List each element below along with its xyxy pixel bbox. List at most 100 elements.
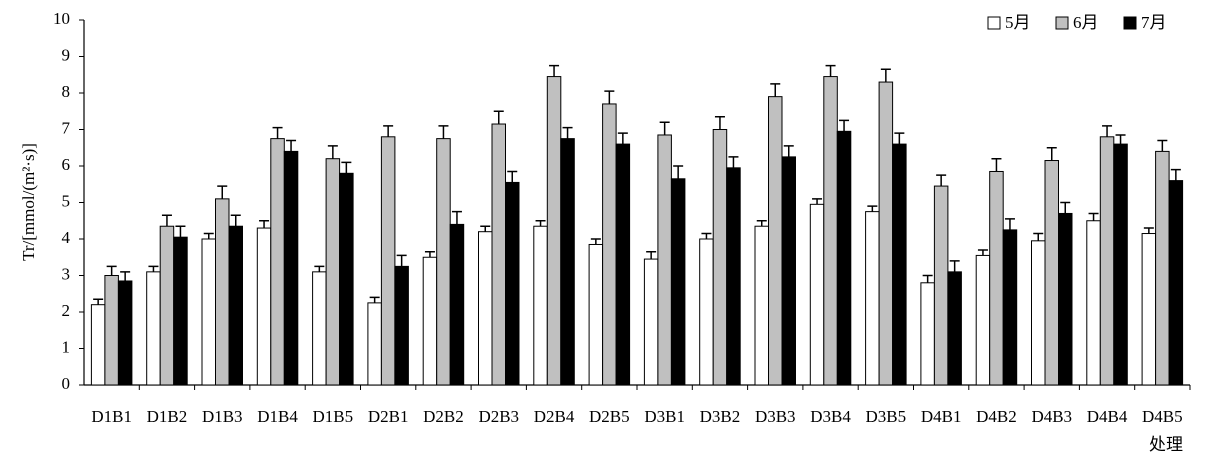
error-bar bbox=[203, 232, 214, 239]
y-axis-label: Tr/[mmol/(m²·s)] bbox=[19, 143, 38, 261]
x-tick-label: D4B3 bbox=[1031, 407, 1072, 426]
error-bar bbox=[451, 210, 462, 225]
error-bar bbox=[327, 145, 338, 159]
error-bar bbox=[701, 232, 712, 239]
error-bar bbox=[396, 254, 407, 267]
legend-label: 7月 bbox=[1141, 13, 1167, 32]
bar bbox=[560, 138, 575, 386]
bar bbox=[159, 225, 175, 386]
error-bar bbox=[1046, 147, 1057, 161]
y-tick-label: 4 bbox=[62, 228, 71, 247]
x-tick-label: D2B5 bbox=[589, 407, 630, 426]
bar bbox=[146, 271, 161, 386]
x-tick-label: D1B1 bbox=[91, 407, 132, 426]
error-bar bbox=[783, 145, 794, 157]
error-bar bbox=[880, 68, 891, 83]
error-bar bbox=[272, 126, 283, 139]
bar bbox=[1058, 212, 1073, 386]
error-bar bbox=[217, 185, 228, 199]
bar bbox=[823, 76, 838, 386]
y-tick-label: 2 bbox=[62, 301, 71, 320]
legend-label: 5月 bbox=[1005, 13, 1031, 32]
error-bar bbox=[369, 296, 380, 303]
y-tick-label: 5 bbox=[62, 191, 71, 210]
bar bbox=[920, 282, 935, 386]
error-bar bbox=[314, 265, 325, 272]
error-bar bbox=[1115, 134, 1126, 145]
bar bbox=[491, 123, 506, 386]
error-bar bbox=[977, 249, 988, 256]
x-tick-label: D3B2 bbox=[700, 407, 741, 426]
bar bbox=[117, 280, 133, 386]
error-bar bbox=[480, 225, 491, 232]
bar bbox=[1113, 143, 1128, 386]
x-tick-label: D1B2 bbox=[147, 407, 188, 426]
error-bar bbox=[161, 214, 172, 227]
error-bar bbox=[812, 198, 823, 205]
bar bbox=[643, 258, 659, 386]
bar bbox=[270, 138, 285, 386]
bar bbox=[312, 271, 327, 386]
x-tick-label: D4B4 bbox=[1087, 407, 1128, 426]
error-bar bbox=[230, 214, 241, 227]
error-bar bbox=[604, 90, 615, 104]
bar bbox=[602, 103, 617, 386]
x-tick-label: D3B5 bbox=[866, 407, 907, 426]
x-tick-label: D3B4 bbox=[810, 407, 851, 426]
error-bar bbox=[341, 161, 352, 174]
error-bar bbox=[756, 220, 767, 227]
error-bar bbox=[1102, 125, 1113, 137]
error-bar bbox=[991, 157, 1002, 172]
error-bar bbox=[673, 165, 684, 179]
bar bbox=[670, 178, 686, 386]
error-bar bbox=[383, 125, 394, 137]
bar bbox=[201, 238, 216, 386]
y-tick-label: 9 bbox=[62, 45, 71, 64]
bar bbox=[173, 236, 188, 386]
bar bbox=[809, 203, 825, 386]
bar bbox=[228, 225, 243, 386]
error-bar bbox=[659, 121, 670, 135]
bar bbox=[657, 134, 672, 386]
error-bar bbox=[617, 132, 628, 145]
error-bar bbox=[714, 115, 725, 130]
x-tick-label: D2B3 bbox=[478, 407, 519, 426]
bar bbox=[836, 130, 852, 386]
bar bbox=[975, 254, 991, 386]
error-bar bbox=[825, 64, 836, 77]
bar bbox=[768, 96, 783, 386]
x-tick-label: D2B4 bbox=[534, 407, 575, 426]
bar bbox=[1086, 220, 1101, 386]
error-bar bbox=[1143, 227, 1154, 234]
error-bar bbox=[1060, 201, 1071, 214]
bar bbox=[367, 302, 382, 386]
error-bar bbox=[590, 238, 601, 245]
bar bbox=[878, 81, 894, 386]
legend-label: 6月 bbox=[1073, 13, 1099, 32]
error-bar bbox=[493, 110, 504, 125]
bar bbox=[215, 198, 230, 386]
bar bbox=[478, 231, 493, 386]
error-bar bbox=[507, 170, 518, 183]
error-bar bbox=[106, 265, 117, 276]
bar bbox=[947, 271, 962, 386]
x-tick-label: D1B4 bbox=[257, 407, 298, 426]
error-bar bbox=[259, 220, 270, 229]
bar bbox=[533, 225, 548, 386]
bar bbox=[394, 265, 409, 386]
x-tick-label: D3B1 bbox=[644, 407, 685, 426]
error-bar bbox=[93, 298, 104, 305]
legend-swatch bbox=[987, 16, 1001, 30]
bar bbox=[546, 76, 562, 386]
bar bbox=[422, 256, 438, 386]
error-bar bbox=[646, 251, 657, 260]
bar bbox=[615, 143, 631, 386]
error-bar bbox=[839, 119, 850, 132]
error-bar bbox=[936, 174, 947, 187]
bar bbox=[1002, 229, 1018, 386]
x-tick-label: D4B1 bbox=[921, 407, 962, 426]
bar bbox=[865, 211, 880, 386]
x-tick-label: D1B3 bbox=[202, 407, 243, 426]
bar bbox=[256, 227, 272, 386]
